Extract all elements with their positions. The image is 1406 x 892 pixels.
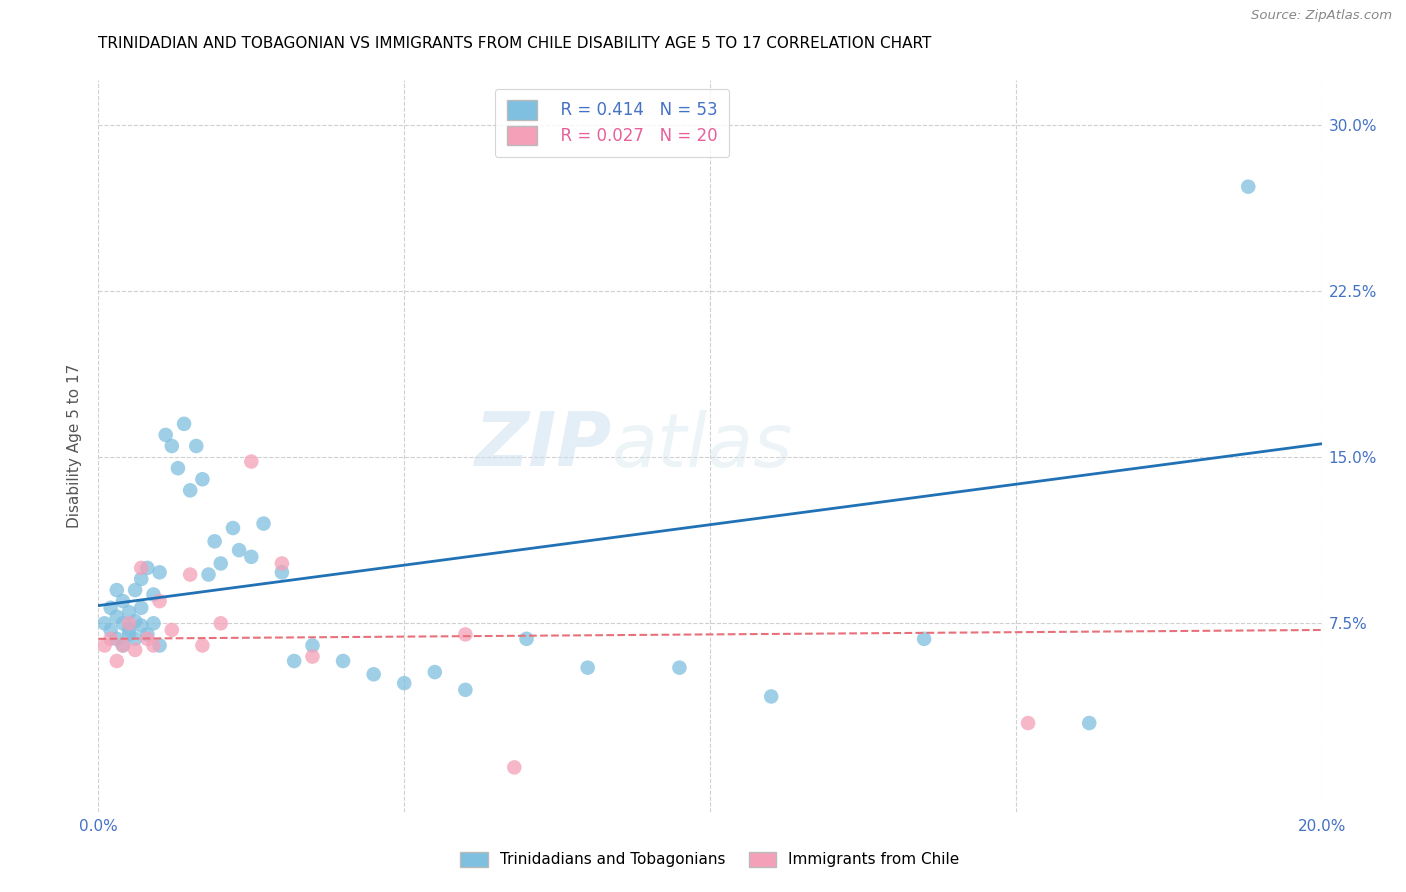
Point: [100, 623, 122, 637]
Point: [129, 618, 152, 632]
Point: [197, 567, 219, 582]
Point: [576, 660, 599, 674]
Point: [454, 682, 477, 697]
Point: [149, 594, 172, 608]
Point: [124, 632, 146, 646]
Text: Source: ZipAtlas.com: Source: ZipAtlas.com: [1251, 9, 1392, 22]
Point: [167, 461, 190, 475]
Point: [283, 654, 305, 668]
Point: [516, 632, 538, 646]
Point: [423, 665, 446, 679]
Point: [118, 623, 141, 637]
Point: [129, 572, 152, 586]
Point: [105, 632, 128, 646]
Point: [118, 616, 141, 631]
Point: [1017, 716, 1039, 731]
Point: [100, 600, 122, 615]
Point: [179, 483, 201, 498]
Text: TRINIDADIAN AND TOBAGONIAN VS IMMIGRANTS FROM CHILE DISABILITY AGE 5 TO 17 CORRE: TRINIDADIAN AND TOBAGONIAN VS IMMIGRANTS…: [98, 36, 932, 51]
Point: [392, 676, 416, 690]
Point: [111, 594, 134, 608]
Point: [105, 654, 128, 668]
Point: [179, 567, 201, 582]
Point: [240, 454, 263, 468]
Point: [118, 627, 141, 641]
Point: [668, 660, 690, 674]
Legend: Trinidadians and Tobagonians, Immigrants from Chile: Trinidadians and Tobagonians, Immigrants…: [454, 846, 966, 873]
Point: [136, 632, 159, 646]
Text: atlas: atlas: [612, 410, 793, 482]
Text: ZIP: ZIP: [475, 409, 612, 483]
Point: [301, 649, 323, 664]
Point: [332, 654, 354, 668]
Point: [124, 614, 146, 628]
Point: [111, 639, 134, 653]
Point: [142, 587, 165, 601]
Point: [155, 428, 177, 442]
Point: [301, 639, 323, 653]
Point: [191, 639, 214, 653]
Point: [270, 557, 292, 571]
Point: [1237, 179, 1260, 194]
Point: [503, 760, 526, 774]
Point: [270, 566, 292, 580]
Point: [222, 521, 245, 535]
Point: [204, 534, 226, 549]
Point: [105, 609, 128, 624]
Point: [228, 543, 250, 558]
Point: [93, 616, 115, 631]
Point: [142, 616, 165, 631]
Point: [209, 616, 232, 631]
Point: [363, 667, 385, 681]
Point: [100, 632, 122, 646]
Point: [118, 605, 141, 619]
Point: [136, 561, 159, 575]
Point: [173, 417, 195, 431]
Point: [149, 639, 172, 653]
Point: [111, 639, 134, 653]
Point: [191, 472, 214, 486]
Point: [93, 639, 115, 653]
Point: [186, 439, 208, 453]
Point: [759, 690, 782, 704]
Point: [129, 561, 152, 575]
Point: [160, 623, 183, 637]
Point: [124, 583, 146, 598]
Point: [111, 616, 134, 631]
Point: [240, 549, 263, 564]
Point: [124, 643, 146, 657]
Point: [912, 632, 935, 646]
Point: [149, 566, 172, 580]
Point: [252, 516, 274, 531]
Point: [160, 439, 183, 453]
Y-axis label: Disability Age 5 to 17: Disability Age 5 to 17: [67, 364, 83, 528]
Point: [454, 627, 477, 641]
Point: [209, 557, 232, 571]
Point: [1078, 716, 1101, 731]
Point: [136, 627, 159, 641]
Point: [105, 583, 128, 598]
Point: [142, 639, 165, 653]
Point: [129, 600, 152, 615]
